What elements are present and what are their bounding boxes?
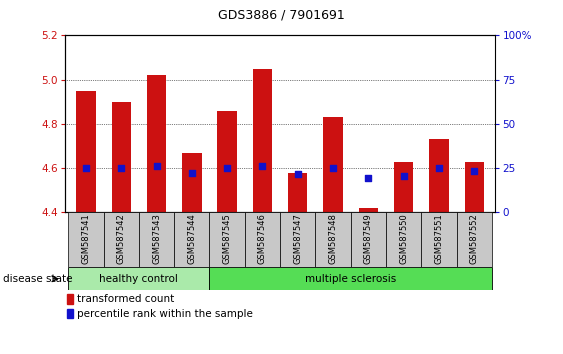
Bar — [67, 309, 73, 318]
Text: GSM587549: GSM587549 — [364, 213, 373, 264]
Point — [152, 163, 161, 169]
Text: disease state: disease state — [3, 274, 72, 284]
Text: GSM587542: GSM587542 — [117, 213, 126, 264]
Point — [435, 165, 444, 171]
Point — [222, 165, 231, 171]
Text: GSM587548: GSM587548 — [329, 213, 338, 264]
Bar — [280, 212, 315, 267]
Bar — [359, 208, 378, 212]
Bar — [104, 212, 139, 267]
Bar — [351, 212, 386, 267]
Text: GSM587543: GSM587543 — [152, 213, 161, 264]
Text: GDS3886 / 7901691: GDS3886 / 7901691 — [218, 9, 345, 22]
Text: GSM587546: GSM587546 — [258, 213, 267, 264]
Point — [293, 171, 302, 177]
Bar — [288, 173, 307, 212]
Point — [329, 165, 338, 171]
Text: transformed count: transformed count — [77, 294, 174, 304]
Bar — [315, 212, 351, 267]
Bar — [386, 212, 421, 267]
Bar — [67, 294, 73, 304]
Bar — [68, 267, 209, 290]
Text: GSM587551: GSM587551 — [435, 213, 444, 264]
Bar — [245, 212, 280, 267]
Text: GSM587541: GSM587541 — [82, 213, 91, 264]
Bar — [139, 212, 174, 267]
Bar — [421, 212, 457, 267]
Point — [117, 165, 126, 171]
Bar — [217, 110, 237, 212]
Point — [364, 175, 373, 181]
Bar — [464, 161, 484, 212]
Bar — [429, 139, 449, 212]
Bar — [209, 212, 245, 267]
Text: percentile rank within the sample: percentile rank within the sample — [77, 309, 252, 319]
Bar — [68, 212, 104, 267]
Text: GSM587547: GSM587547 — [293, 213, 302, 264]
Point — [470, 169, 479, 174]
Text: multiple sclerosis: multiple sclerosis — [305, 274, 396, 284]
Bar — [209, 267, 492, 290]
Point — [82, 165, 91, 171]
Bar — [394, 161, 413, 212]
Text: healthy control: healthy control — [100, 274, 178, 284]
Point — [258, 163, 267, 169]
Bar — [323, 117, 343, 212]
Text: GSM587552: GSM587552 — [470, 213, 479, 264]
Bar — [76, 91, 96, 212]
Bar — [174, 212, 209, 267]
Text: GSM587544: GSM587544 — [187, 213, 196, 264]
Point — [399, 173, 408, 179]
Bar — [147, 75, 166, 212]
Bar — [182, 153, 202, 212]
Point — [187, 170, 196, 176]
Text: GSM587550: GSM587550 — [399, 213, 408, 264]
Bar — [111, 102, 131, 212]
Bar — [457, 212, 492, 267]
Text: GSM587545: GSM587545 — [222, 213, 231, 264]
Bar — [253, 69, 272, 212]
